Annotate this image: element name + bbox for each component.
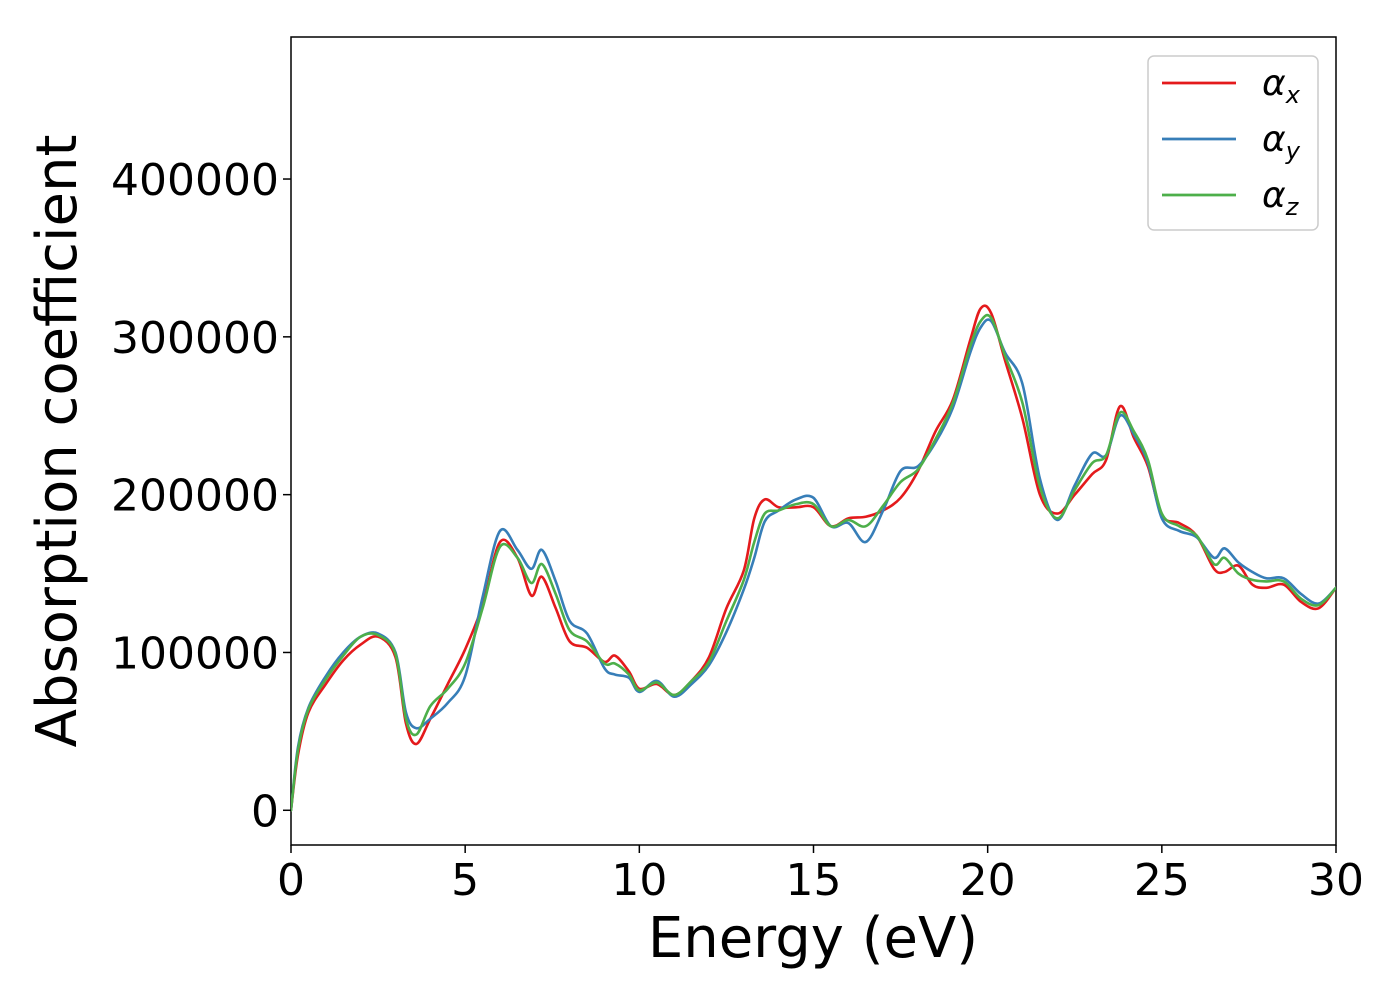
series-lines <box>291 304 1336 812</box>
x-tick-label: 25 <box>1134 855 1190 906</box>
x-axis-label: Energy (eV) <box>648 906 978 971</box>
x-tick-label: 5 <box>451 855 479 906</box>
legend-box <box>1147 55 1319 231</box>
y-axis-ticks: 0 100000 200000 300000 400000 <box>111 155 291 837</box>
y-tick-label: 0 <box>251 786 279 837</box>
x-tick-label: 30 <box>1308 855 1364 906</box>
y-tick-label: 300000 <box>111 313 279 364</box>
series-line-z <box>291 313 1336 812</box>
x-tick-label: 15 <box>786 855 842 906</box>
x-tick-label: 0 <box>277 855 305 906</box>
legend-label-z: αz <box>1262 175 1300 221</box>
y-tick-label: 200000 <box>111 471 279 522</box>
y-tick-label: 100000 <box>111 628 279 679</box>
legend-label-x: αx <box>1262 63 1301 109</box>
legend-label-y: αy <box>1262 119 1301 165</box>
legend: αx αy αz <box>1147 55 1319 231</box>
y-axis-label: Absorption coefficient <box>25 135 90 748</box>
x-tick-label: 20 <box>960 855 1016 906</box>
y-tick-label: 400000 <box>111 155 279 206</box>
x-tick-label: 10 <box>611 855 667 906</box>
x-axis-ticks: 0 5 10 15 20 25 30 <box>277 845 1364 906</box>
